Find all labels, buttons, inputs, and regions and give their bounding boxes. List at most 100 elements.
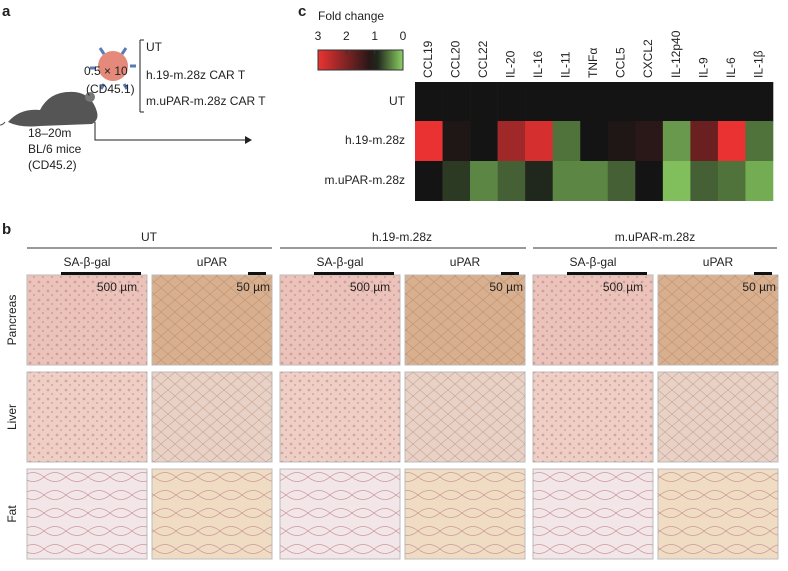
heatmap-cell [717, 121, 746, 161]
heatmap-cell [690, 121, 719, 161]
heatmap-cell [580, 161, 609, 201]
heatmap-cell [717, 82, 746, 122]
heatmap-cell [607, 121, 636, 161]
stain-label: uPAR [450, 255, 481, 269]
scale-label: 500 µm [97, 280, 137, 294]
scale-bar [248, 272, 266, 275]
heatmap-cell [745, 121, 774, 161]
column-label: CCL22 [476, 40, 490, 78]
heatmap-cell [717, 161, 746, 201]
heatmap-cell [552, 82, 581, 122]
column-label: CCL19 [421, 40, 435, 78]
column-label: IL-6 [724, 57, 738, 78]
micrograph-texture [405, 372, 525, 462]
heatmap-cell [525, 121, 553, 161]
scale-bar [567, 272, 647, 275]
scale-label: 50 µm [236, 280, 270, 294]
legend-title: Fold change [318, 9, 384, 23]
stain-label: SA-β-gal [570, 255, 617, 269]
condition: UT [146, 40, 163, 54]
column-label: CCL5 [614, 47, 628, 78]
bracket [139, 39, 144, 113]
heatmap-cell [607, 161, 636, 201]
panel-a: a UT h.19-m.28z CAR T m.uPAR-m.28z CAR T 0.5… [2, 3, 266, 172]
micrograph-texture [152, 372, 272, 462]
micrograph-texture [405, 275, 525, 365]
column-label: IL-11 [559, 51, 573, 78]
heatmap-cell [580, 121, 609, 161]
heatmap-cell [745, 161, 774, 201]
heatmap-cell [470, 82, 498, 122]
heatmap-cell [525, 161, 553, 201]
micrograph-texture [533, 275, 653, 365]
micrograph-texture [152, 469, 272, 559]
row-label: m.uPAR-m.28z [325, 173, 405, 187]
heatmap-cell [552, 161, 581, 201]
heatmap-cell [442, 161, 471, 201]
heatmap-cell [415, 121, 443, 161]
stain-label: uPAR [703, 255, 734, 269]
heatmap-cell [497, 82, 526, 122]
stain-label: uPAR [197, 255, 228, 269]
scale-bar [61, 272, 141, 275]
column-label: IL-1β [751, 50, 765, 78]
panel-label: a [2, 3, 11, 20]
micrograph-texture [27, 469, 147, 559]
scale-label: 500 µm [603, 280, 643, 294]
heatmap-cell [662, 161, 691, 201]
heatmap-cell [470, 121, 498, 161]
heatmap-cell [580, 82, 609, 122]
panel-label: c [298, 3, 306, 20]
heatmap-cell [635, 161, 664, 201]
colorbar-tick-label: 1 [371, 29, 378, 43]
column-label: CCL20 [448, 40, 462, 78]
heatmap-cell [662, 82, 691, 122]
tissue-label: Liver [5, 404, 19, 430]
heatmap-cell [635, 121, 664, 161]
heatmap-cell [690, 82, 719, 122]
column-label: CXCL2 [641, 39, 655, 78]
tissue-label: Pancreas [5, 295, 19, 346]
scale-bar [754, 272, 772, 275]
group-title: h.19-m.28z [372, 230, 432, 244]
cell-marker: (CD45.1) [86, 82, 135, 96]
micrograph-texture [533, 469, 653, 559]
dose: 0.5 × 10 [84, 64, 128, 78]
heatmap-cell [415, 161, 443, 201]
heatmap-cell [745, 82, 774, 122]
heatmap-cell [497, 121, 526, 161]
heatmap-cell [497, 161, 526, 201]
heatmap-cell [470, 161, 498, 201]
heatmap-cell [662, 121, 691, 161]
micrograph-texture [280, 469, 400, 559]
condition: h.19-m.28z CAR T [146, 68, 246, 82]
micrograph-texture [152, 275, 272, 365]
micrograph-texture [658, 372, 778, 462]
micrograph-texture [405, 469, 525, 559]
mouse-info: (CD45.2) [28, 158, 77, 172]
panel-b: b UT SA-β-gal 500 µm uPAR 50 µm h.19-m.28z SA-β… [2, 221, 779, 560]
micrograph-texture [280, 275, 400, 365]
arrow [94, 122, 245, 141]
mouse-info: BL/6 mice [28, 142, 82, 156]
micrograph-texture [658, 275, 778, 365]
column-label: IL-20 [504, 50, 518, 78]
heatmap-cell [415, 82, 443, 122]
column-label: IL-9 [696, 57, 710, 78]
arrow-head [245, 136, 252, 144]
tissue-label: Fat [5, 505, 19, 523]
micrograph-texture [533, 372, 653, 462]
colorbar-tick-label: 3 [315, 29, 322, 43]
group-title: m.uPAR-m.28z [615, 230, 695, 244]
heatmap-cell [635, 82, 664, 122]
row-label: h.19-m.28z [345, 133, 405, 147]
mouse-info: 18–20m [28, 126, 71, 140]
condition: m.uPAR-m.28z CAR T [146, 94, 266, 108]
micrograph-texture [27, 372, 147, 462]
scale-bar [314, 272, 394, 275]
heatmap-cell [690, 161, 719, 201]
panel-label: b [2, 221, 11, 238]
heatmap-cell [552, 121, 581, 161]
colorbar-tick-label: 0 [400, 29, 407, 43]
